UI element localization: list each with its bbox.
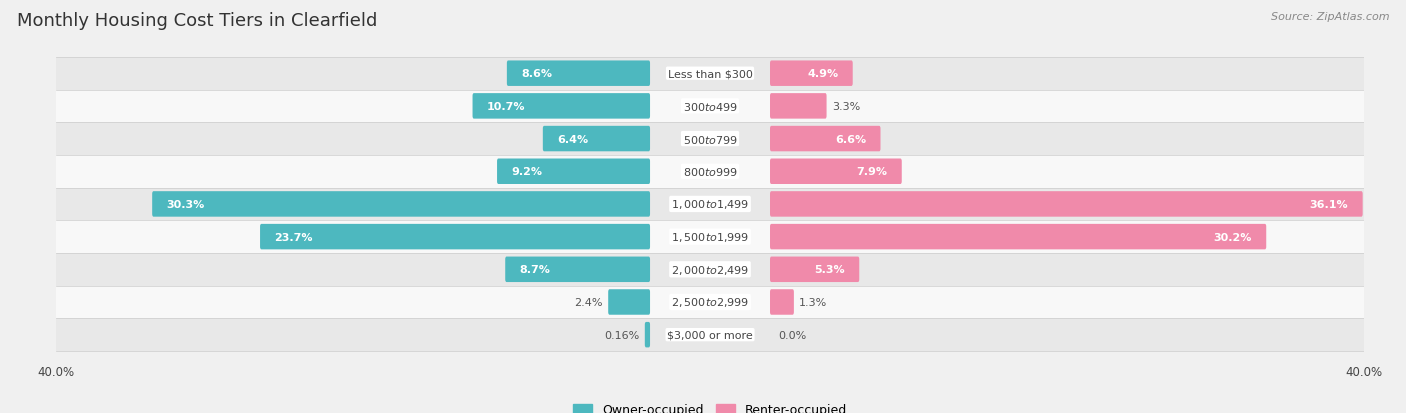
Text: 23.7%: 23.7% [274,232,314,242]
FancyBboxPatch shape [260,224,650,250]
Text: $1,500 to $1,999: $1,500 to $1,999 [671,230,749,244]
FancyBboxPatch shape [472,94,650,119]
Text: 7.9%: 7.9% [856,167,887,177]
Text: Less than $300: Less than $300 [668,69,752,79]
Text: $500 to $799: $500 to $799 [682,133,738,145]
Text: 0.0%: 0.0% [778,330,806,340]
Bar [56,58,1364,90]
Bar [56,156,1364,188]
Text: 30.3%: 30.3% [166,199,205,209]
Text: 10.7%: 10.7% [486,102,526,112]
Text: $2,000 to $2,499: $2,000 to $2,499 [671,263,749,276]
FancyBboxPatch shape [152,192,650,217]
FancyBboxPatch shape [770,224,1267,250]
Text: 8.7%: 8.7% [520,265,551,275]
FancyBboxPatch shape [770,61,852,87]
FancyBboxPatch shape [645,322,650,348]
FancyBboxPatch shape [508,61,650,87]
Bar [56,90,1364,123]
Text: $300 to $499: $300 to $499 [682,101,738,113]
Text: 2.4%: 2.4% [575,297,603,307]
Text: 1.3%: 1.3% [799,297,827,307]
Text: 5.3%: 5.3% [814,265,845,275]
FancyBboxPatch shape [609,290,650,315]
FancyBboxPatch shape [505,257,650,282]
Text: $800 to $999: $800 to $999 [682,166,738,178]
Bar [56,286,1364,318]
Bar [56,253,1364,286]
Bar [56,221,1364,253]
Bar [56,318,1364,351]
FancyBboxPatch shape [770,290,794,315]
Text: 30.2%: 30.2% [1213,232,1251,242]
FancyBboxPatch shape [770,94,827,119]
Text: 0.16%: 0.16% [605,330,640,340]
Text: 6.4%: 6.4% [557,134,588,144]
Text: $2,500 to $2,999: $2,500 to $2,999 [671,296,749,309]
FancyBboxPatch shape [498,159,650,185]
Bar [56,188,1364,221]
Text: 9.2%: 9.2% [512,167,543,177]
Text: 6.6%: 6.6% [835,134,866,144]
FancyBboxPatch shape [770,257,859,282]
Text: $3,000 or more: $3,000 or more [668,330,752,340]
FancyBboxPatch shape [770,126,880,152]
Text: Source: ZipAtlas.com: Source: ZipAtlas.com [1271,12,1389,22]
Text: Monthly Housing Cost Tiers in Clearfield: Monthly Housing Cost Tiers in Clearfield [17,12,377,30]
Legend: Owner-occupied, Renter-occupied: Owner-occupied, Renter-occupied [568,398,852,413]
FancyBboxPatch shape [770,159,901,185]
Text: $1,000 to $1,499: $1,000 to $1,499 [671,198,749,211]
Bar [56,123,1364,156]
FancyBboxPatch shape [770,192,1362,217]
Text: 4.9%: 4.9% [807,69,838,79]
Text: 36.1%: 36.1% [1309,199,1348,209]
Text: 8.6%: 8.6% [522,69,553,79]
Text: 3.3%: 3.3% [832,102,860,112]
FancyBboxPatch shape [543,126,650,152]
